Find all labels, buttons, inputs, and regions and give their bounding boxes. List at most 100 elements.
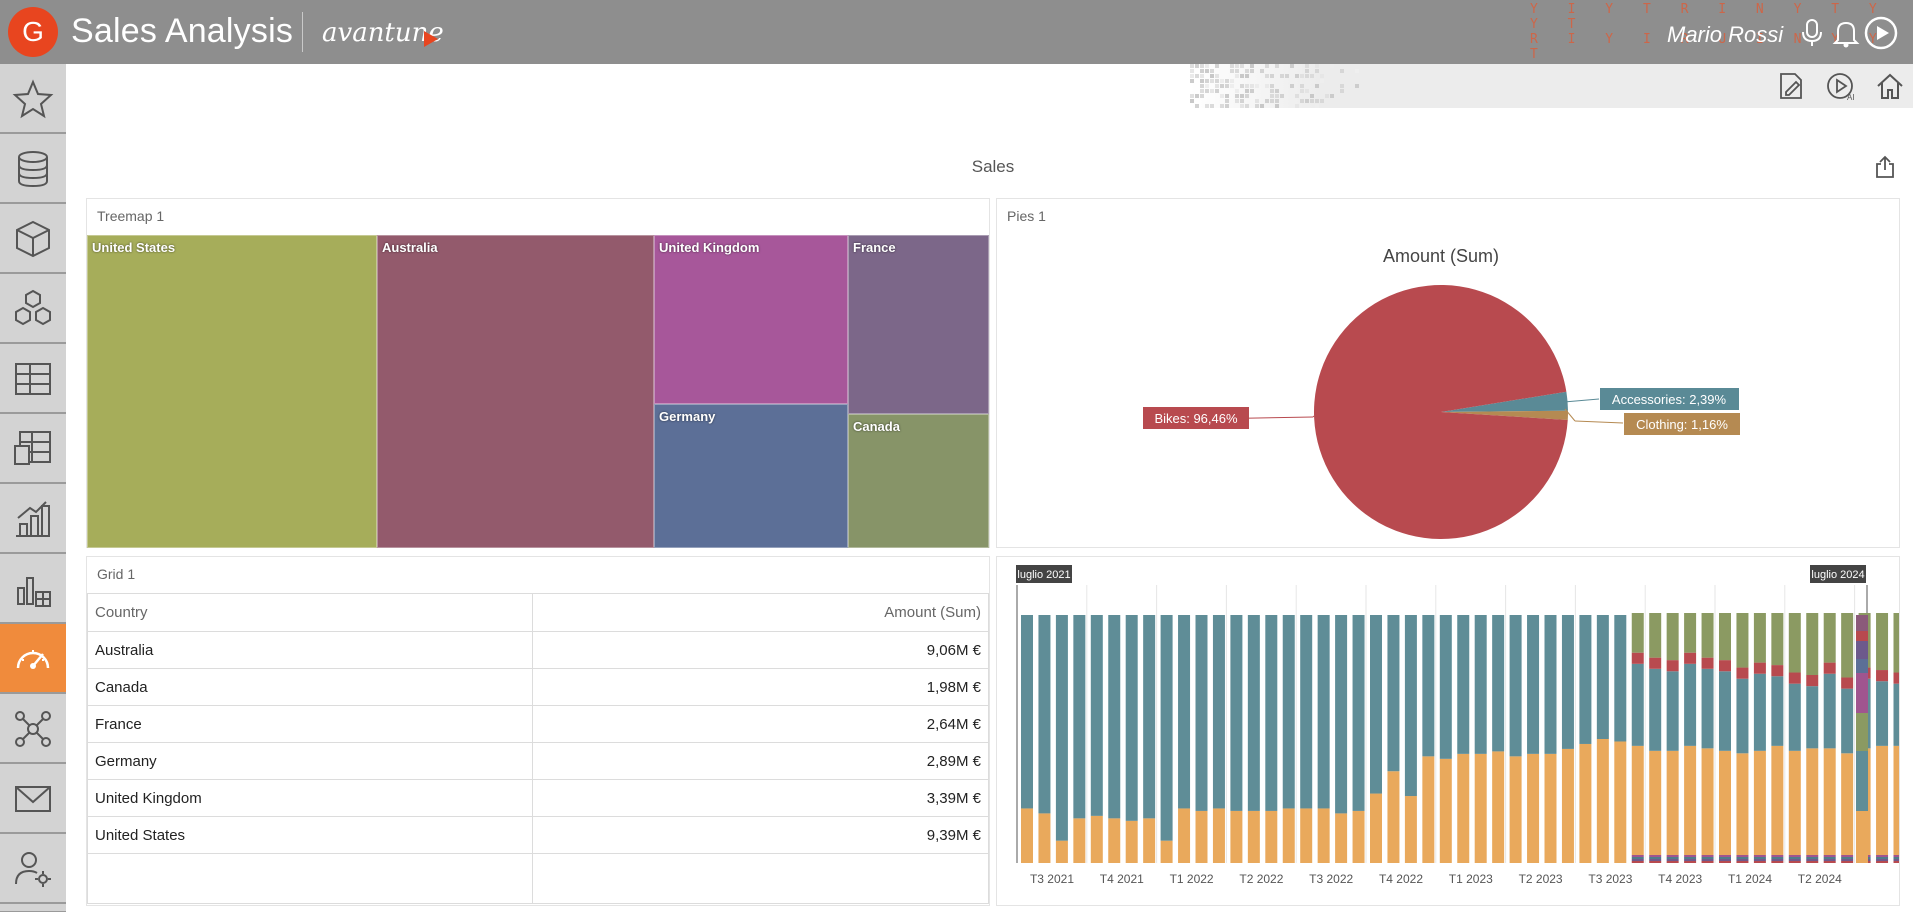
bar-segment-green[interactable] xyxy=(1823,613,1836,663)
bar-segment-teal[interactable] xyxy=(1195,615,1208,811)
bar-segment-green[interactable] xyxy=(1876,613,1889,671)
bar-segment-teal[interactable] xyxy=(1474,615,1487,754)
bar-segment-other[interactable] xyxy=(1631,855,1644,857)
bar-segment-teal[interactable] xyxy=(1753,673,1766,751)
bar-segment-orange[interactable] xyxy=(1561,748,1574,863)
bar-segment-green[interactable] xyxy=(1841,613,1854,678)
bar-segment-teal[interactable] xyxy=(1666,671,1679,751)
bar-segment-orange[interactable] xyxy=(1841,753,1854,855)
bar-segment-orange[interactable] xyxy=(1317,808,1330,863)
bar-segment-green[interactable] xyxy=(1719,613,1731,661)
bar-segment-teal[interactable] xyxy=(1596,615,1609,739)
bar-segment-teal[interactable] xyxy=(1527,615,1540,754)
sidebar-item-models[interactable] xyxy=(0,274,66,343)
bar-segment-teal[interactable] xyxy=(1684,663,1697,746)
bar-segment-red[interactable] xyxy=(1841,677,1854,689)
bar-segment-teal[interactable] xyxy=(1771,676,1784,746)
bar-segment-orange[interactable] xyxy=(1596,739,1609,863)
bar-segment-orange[interactable] xyxy=(1160,840,1173,863)
bar-segment-other[interactable] xyxy=(1684,855,1697,857)
sidebar-item-network[interactable] xyxy=(0,694,66,763)
bar-segment-orange[interactable] xyxy=(1614,741,1627,863)
bar-segment-orange[interactable] xyxy=(1753,750,1766,855)
bar-segment-orange[interactable] xyxy=(1370,793,1382,863)
table-row[interactable]: United Kingdom 3,39M € xyxy=(87,779,989,817)
bar-segment-teal[interactable] xyxy=(1090,615,1103,816)
bar-segment-other[interactable] xyxy=(1788,859,1801,861)
bar-segment-partial[interactable] xyxy=(1856,659,1868,673)
table-row[interactable]: France 2,64M € xyxy=(87,705,989,743)
bar-segment-other[interactable] xyxy=(1649,859,1662,861)
bar-segment-teal[interactable] xyxy=(1247,615,1260,811)
bar-segment-teal[interactable] xyxy=(1457,615,1470,754)
bar-segment-red[interactable] xyxy=(1649,657,1662,669)
bar-segment-other[interactable] xyxy=(1736,857,1749,859)
bar-segment-teal[interactable] xyxy=(1073,615,1086,819)
bar-segment-other[interactable] xyxy=(1806,859,1819,861)
bar-segment-partial[interactable] xyxy=(1856,631,1868,641)
bar-segment-orange[interactable] xyxy=(1108,818,1121,863)
bar-segment-other[interactable] xyxy=(1771,859,1784,861)
bar-segment-orange[interactable] xyxy=(1876,745,1889,855)
bar-segment-other[interactable] xyxy=(1876,859,1889,861)
user-name[interactable]: Mario Rossi xyxy=(1667,22,1784,47)
microphone-icon[interactable] xyxy=(1795,16,1829,50)
sidebar-item-reports[interactable] xyxy=(0,554,66,623)
bar-segment-teal[interactable] xyxy=(1352,615,1365,811)
bar-segment-green[interactable] xyxy=(1701,613,1714,658)
bar-segment-teal[interactable] xyxy=(1806,686,1819,749)
bar-segment-orange[interactable] xyxy=(1719,750,1731,855)
bar-segment-other[interactable] xyxy=(1701,861,1714,863)
sidebar-item-model[interactable] xyxy=(0,204,66,273)
bar-segment-orange[interactable] xyxy=(1649,750,1662,855)
bar-segment-red[interactable] xyxy=(1736,667,1749,679)
bar-segment-other[interactable] xyxy=(1893,855,1900,857)
bar-segment-other[interactable] xyxy=(1684,861,1697,863)
bar-segment-other[interactable] xyxy=(1893,859,1900,861)
bar-segment-other[interactable] xyxy=(1701,855,1714,857)
table-row[interactable]: Australia 9,06M € xyxy=(87,631,989,669)
bar-segment-partial[interactable] xyxy=(1856,673,1868,713)
sidebar-item-data-sources[interactable] xyxy=(0,134,66,203)
treemap-cell-france[interactable]: France xyxy=(848,235,989,414)
bar-segment-partial[interactable] xyxy=(1856,713,1868,751)
bar-segment-green[interactable] xyxy=(1806,613,1819,675)
treemap-cell-united-kingdom[interactable]: United Kingdom xyxy=(654,235,848,404)
bar-segment-orange[interactable] xyxy=(1701,748,1714,855)
bar-segment-orange[interactable] xyxy=(1666,750,1679,855)
treemap-cell-australia[interactable]: Australia xyxy=(377,235,654,548)
bar-segment-other[interactable] xyxy=(1649,855,1662,857)
bar-segment-teal[interactable] xyxy=(1404,615,1417,797)
bar-segment-other[interactable] xyxy=(1736,855,1749,857)
bar-segment-orange[interactable] xyxy=(1300,808,1313,863)
bar-segment-green[interactable] xyxy=(1666,613,1679,661)
bar-segment-green[interactable] xyxy=(1684,613,1697,653)
bar-segment-other[interactable] xyxy=(1753,861,1766,863)
bar-segment-teal[interactable] xyxy=(1823,673,1836,749)
bar-segment-other[interactable] xyxy=(1753,857,1766,859)
bar-segment-orange[interactable] xyxy=(1631,745,1644,855)
bar-segment-red[interactable] xyxy=(1684,652,1697,664)
bar-segment-green[interactable] xyxy=(1736,613,1749,668)
bar-segment-green[interactable] xyxy=(1771,613,1784,666)
bar-segment-orange[interactable] xyxy=(1736,753,1749,855)
sidebar-item-favorites[interactable] xyxy=(0,64,66,133)
bar-segment-other[interactable] xyxy=(1841,859,1854,861)
bar-segment-other[interactable] xyxy=(1701,859,1714,861)
bar-segment-other[interactable] xyxy=(1631,859,1644,861)
bar-segment-other[interactable] xyxy=(1823,857,1836,859)
bar-segment-orange[interactable] xyxy=(1335,813,1348,863)
bar-segment-other[interactable] xyxy=(1736,859,1749,861)
bar-segment-other[interactable] xyxy=(1701,857,1714,859)
sidebar-item-mail[interactable] xyxy=(0,764,66,833)
bar-segment-orange[interactable] xyxy=(1492,751,1505,863)
bar-segment-orange[interactable] xyxy=(1125,820,1138,863)
bar-segment-teal[interactable] xyxy=(1719,671,1731,751)
bar-segment-green[interactable] xyxy=(1893,613,1900,673)
bar-segment-other[interactable] xyxy=(1649,857,1662,859)
bar-segment-teal[interactable] xyxy=(1561,615,1574,749)
bar-segment-teal[interactable] xyxy=(1422,615,1435,757)
bar-segment-other[interactable] xyxy=(1876,855,1889,857)
export-icon[interactable] xyxy=(1874,155,1896,179)
bar-segment-other[interactable] xyxy=(1631,857,1644,859)
